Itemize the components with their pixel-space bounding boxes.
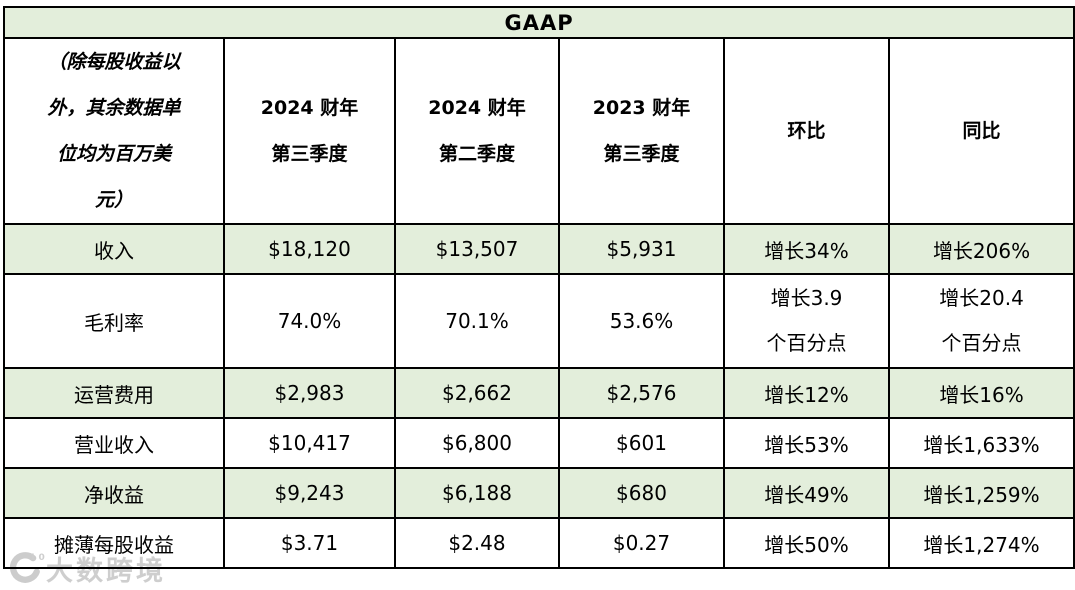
cell-text-line: 增长3.9 [770, 286, 843, 310]
value-cell: 增长206% [887, 223, 1075, 275]
value-cell: 74.0% [223, 273, 396, 369]
value-cell: $3.71 [223, 517, 396, 569]
value-cell: 70.1% [394, 273, 560, 369]
value-cell: $2.48 [394, 517, 560, 569]
table-row: 收入 $18,120 $13,507 $5,931 增长34% 增长206% [3, 223, 1075, 275]
table-row: 营业收入 $10,417 $6,800 $601 增长53% 增长1,633% [3, 417, 1075, 469]
title-row: GAAP [2, 6, 1075, 39]
cell-text-line: 环比 [787, 120, 826, 142]
column-header: 2024 财年 第二季度 [394, 37, 560, 225]
row-label: 毛利率 [3, 273, 225, 369]
row-label: 净收益 [3, 467, 225, 519]
column-header: 同比 [887, 37, 1075, 225]
row-label: 摊薄每股收益 [3, 517, 225, 569]
value-cell: $680 [558, 467, 725, 519]
value-cell: 增长53% [723, 417, 890, 469]
value-cell: $2,662 [394, 367, 560, 419]
table-row: 运营费用 $2,983 $2,662 $2,576 增长12% 增长16% [3, 367, 1075, 419]
gaap-table: GAAP （除每股收益以 外，其余数据单 位均为百万美 元） 2024 财年 第三季度 2… [2, 6, 1075, 569]
row-label: 收入 [3, 223, 225, 275]
table-title: GAAP [2, 6, 1075, 39]
value-cell: 增长34% [723, 223, 890, 275]
value-cell: 增长16% [887, 367, 1075, 419]
value-cell: 增长1,259% [887, 467, 1075, 519]
value-cell: 增长50% [723, 517, 890, 569]
value-cell: $6,188 [394, 467, 560, 519]
column-header: 2023 财年 第三季度 [558, 37, 725, 225]
cell-text-line: 个百分点 [941, 331, 1022, 355]
table-row: 净收益 $9,243 $6,188 $680 增长49% 增长1,259% [3, 467, 1075, 519]
cell-text-line: 2024 财年 [260, 97, 359, 119]
value-cell: $5,931 [558, 223, 725, 275]
cell-text-line: 第三季度 [603, 143, 680, 165]
cell-text-line: 第三季度 [271, 143, 348, 165]
value-cell: 增长20.4 个百分点 [887, 273, 1075, 369]
row-label: 运营费用 [3, 367, 225, 419]
cell-text-line: 个百分点 [766, 331, 847, 355]
unit-note: （除每股收益以 外，其余数据单 位均为百万美 元） [3, 37, 225, 225]
cell-text-line: 位均为百万美 [56, 143, 171, 165]
value-cell: 增长1,633% [887, 417, 1075, 469]
cell-text-line: 2023 财年 [592, 97, 691, 119]
value-cell: 增长3.9 个百分点 [723, 273, 890, 369]
value-cell: $13,507 [394, 223, 560, 275]
column-header: 2024 财年 第三季度 [223, 37, 396, 225]
value-cell: $0.27 [558, 517, 725, 569]
value-cell: $2,983 [223, 367, 396, 419]
value-cell: 53.6% [558, 273, 725, 369]
cell-text-line: 元） [94, 189, 133, 211]
column-header: 环比 [723, 37, 890, 225]
cell-text-line: 增长20.4 [939, 286, 1024, 310]
cell-text-line: 第二季度 [438, 143, 515, 165]
value-cell: $9,243 [223, 467, 396, 519]
value-cell: $18,120 [223, 223, 396, 275]
value-cell: 增长49% [723, 467, 890, 519]
cell-text-line: 外，其余数据单 [47, 97, 181, 119]
cell-text-line: 2024 财年 [428, 97, 526, 119]
value-cell: $10,417 [223, 417, 396, 469]
row-label: 营业收入 [3, 417, 225, 469]
value-cell: $2,576 [558, 367, 725, 419]
value-cell: $601 [558, 417, 725, 469]
cell-text-line: 同比 [962, 120, 1001, 142]
value-cell: 增长12% [723, 367, 890, 419]
table-row: 摊薄每股收益 $3.71 $2.48 $0.27 增长50% 增长1,274% [3, 517, 1075, 569]
value-cell: 增长1,274% [887, 517, 1075, 569]
table-row: 毛利率 74.0% 70.1% 53.6% 增长3.9 个百分点 增长20.4 个百分点 [3, 273, 1075, 369]
value-cell: $6,800 [394, 417, 560, 469]
cell-text-line: （除每股收益以 [47, 51, 181, 73]
header-row: （除每股收益以 外，其余数据单 位均为百万美 元） 2024 财年 第三季度 2024 财… [3, 37, 1075, 225]
